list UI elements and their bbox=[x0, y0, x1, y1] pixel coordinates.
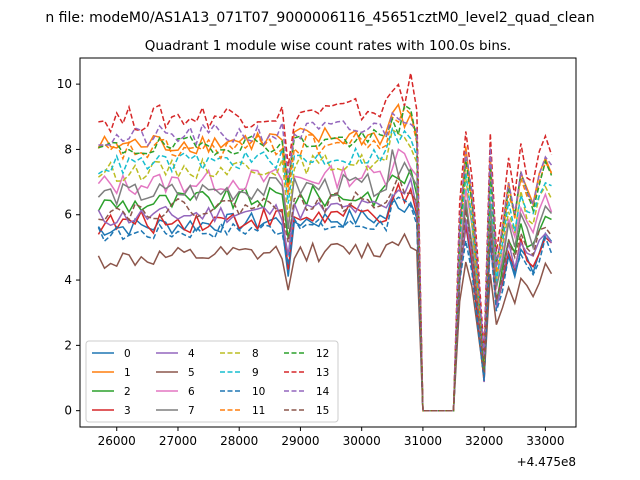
series-line-14 bbox=[98, 111, 553, 412]
chart-title: Quadrant 1 module wise count rates with … bbox=[145, 38, 511, 54]
series-line-13 bbox=[98, 72, 553, 412]
legend-label-15: 15 bbox=[316, 405, 329, 417]
legend-label-13: 13 bbox=[316, 367, 329, 379]
y-tick-label: 2 bbox=[64, 338, 72, 352]
legend-label-8: 8 bbox=[252, 348, 259, 360]
series-line-3 bbox=[97, 181, 552, 412]
legend-label-11: 11 bbox=[252, 405, 265, 417]
series-line-15 bbox=[98, 173, 553, 412]
x-tick-label: 32000 bbox=[465, 434, 503, 448]
y-tick-label: 6 bbox=[64, 208, 72, 222]
x-tick-label: 27000 bbox=[159, 434, 197, 448]
x-tick-label: 28000 bbox=[220, 434, 258, 448]
series-layer bbox=[97, 72, 553, 412]
y-tick-label: 0 bbox=[64, 404, 72, 418]
legend-label-7: 7 bbox=[188, 405, 195, 417]
series-line-9 bbox=[97, 126, 552, 412]
x-tick-label: 31000 bbox=[404, 434, 442, 448]
legend-label-14: 14 bbox=[316, 386, 330, 398]
x-tick-label: 26000 bbox=[98, 434, 136, 448]
x-tick-label: 29000 bbox=[281, 434, 319, 448]
x-offset-label: +4.475e8 bbox=[517, 455, 576, 469]
legend-label-3: 3 bbox=[124, 405, 131, 417]
plot-frame bbox=[79, 57, 577, 428]
x-tick-label: 30000 bbox=[343, 434, 381, 448]
x-tick-label: 33000 bbox=[526, 434, 564, 448]
series-line-11 bbox=[98, 106, 553, 412]
legend-label-5: 5 bbox=[188, 367, 195, 379]
y-axis: 0 2 4 6 8 10 bbox=[57, 77, 80, 418]
legend-label-4: 4 bbox=[188, 348, 195, 360]
series-line-12 bbox=[98, 103, 553, 412]
legend-label-6: 6 bbox=[188, 386, 195, 398]
series-line-5 bbox=[97, 232, 553, 412]
legend-label-12: 12 bbox=[316, 348, 329, 360]
legend-label-9: 9 bbox=[252, 367, 259, 379]
legend-label-1: 1 bbox=[124, 367, 131, 379]
legend-box bbox=[85, 340, 339, 423]
y-tick-label: 4 bbox=[64, 273, 72, 287]
y-tick-label: 8 bbox=[64, 142, 72, 156]
figure-suptitle: n file: modeM0/AS1A13_071T07_9000006116_… bbox=[45, 10, 594, 26]
legend-label-10: 10 bbox=[252, 386, 265, 398]
legend-label-2: 2 bbox=[124, 386, 131, 398]
legend-label-0: 0 bbox=[124, 348, 131, 360]
x-axis: 26000 27000 28000 29000 30000 31000 32000 33000 bbox=[98, 427, 564, 448]
series-line-10 bbox=[97, 196, 553, 412]
y-tick-label: 10 bbox=[57, 77, 72, 91]
